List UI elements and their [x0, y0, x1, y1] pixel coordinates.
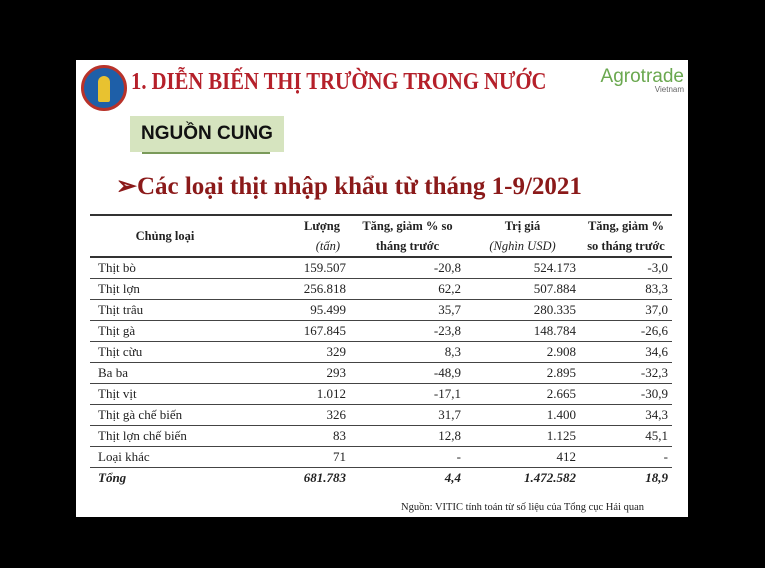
- table-cell: -17,1: [350, 383, 465, 405]
- table-cell: 1.400: [465, 404, 580, 426]
- table-cell: 280.335: [465, 299, 580, 321]
- table-cell: 71: [240, 446, 350, 468]
- table-cell: 256.818: [240, 278, 350, 300]
- table-cell: Thịt trâu: [90, 299, 240, 321]
- table-cell: 34,3: [580, 404, 672, 426]
- brand-name: Agrotrade: [600, 66, 684, 87]
- table-cell: 4,4: [444, 470, 461, 485]
- table-cell: -26,6: [580, 320, 672, 342]
- table-row: Thịt trâu 95.499 35,7 280.335 37,0: [90, 299, 672, 321]
- table-cell: 1.125: [465, 425, 580, 447]
- table-cell: 167.845: [240, 320, 350, 342]
- table-row: Ba ba 293 -48,9 2.895 -32,3: [90, 362, 672, 384]
- brand-sub: Vietnam: [654, 85, 684, 94]
- section-underline: [142, 152, 270, 154]
- table-cell: 95.499: [240, 299, 350, 321]
- meat-import-table: Chủng loại Lượng (tấn) Tăng, giảm % so thá…: [90, 214, 672, 488]
- table-cell: Loại khác: [90, 446, 240, 468]
- table-cell: 37,0: [580, 299, 672, 321]
- table-cell: Thịt bò: [90, 257, 240, 279]
- table-cell: Thịt cừu: [90, 341, 240, 363]
- table-row: Thịt bò 159.507 -20,8 524.173 -3,0: [90, 257, 672, 279]
- table-cell: 412: [465, 446, 580, 468]
- table-cell: 35,7: [350, 299, 465, 321]
- table-cell: 1.472.582: [524, 470, 576, 485]
- table-cell: -30,9: [580, 383, 672, 405]
- table-cell: 62,2: [350, 278, 465, 300]
- table-cell: 8,3: [350, 341, 465, 363]
- table-cell: 159.507: [240, 257, 350, 279]
- table-row: Thịt lợn 256.818 62,2 507.884 83,3: [90, 278, 672, 300]
- total-row: Tổng 681.783 4,4 1.472.582 18,9: [90, 468, 672, 489]
- table-cell: -3,0: [580, 257, 672, 279]
- col-type: Chủng loại: [135, 229, 195, 243]
- table-cell: -: [580, 446, 672, 468]
- table-row: Thịt gà 167.845 -23,8 148.784 -26,6: [90, 320, 672, 342]
- table-cell: 83,3: [580, 278, 672, 300]
- subtitle: ➢Các loại thịt nhập khẩu từ tháng 1-9/20…: [116, 173, 582, 200]
- table-cell: -32,3: [580, 362, 672, 384]
- table-cell: -23,8: [350, 320, 465, 342]
- table-cell: Thịt gà: [90, 320, 240, 342]
- col-value: Trị giá (Nghìn USD): [489, 219, 556, 253]
- slide: 1. DIỄN BIẾN THỊ TRƯỜNG TRONG NƯỚC Agrot…: [76, 60, 688, 517]
- source-note: Nguồn: VITIC tính toán từ số liệu của Tổ…: [401, 502, 644, 513]
- table-cell: 524.173: [465, 257, 580, 279]
- table-cell: -48,9: [350, 362, 465, 384]
- table-cell: 293: [240, 362, 350, 384]
- table-cell: 45,1: [580, 425, 672, 447]
- table-cell: Ba ba: [90, 362, 240, 384]
- table-cell: 83: [240, 425, 350, 447]
- table-cell: Thịt vịt: [90, 383, 240, 405]
- table-cell: 12,8: [350, 425, 465, 447]
- table-row: Thịt gà chế biến 326 31,7 1.400 34,3: [90, 404, 672, 426]
- table-cell: 18,9: [645, 470, 668, 485]
- slide-title: 1. DIỄN BIẾN THỊ TRƯỜNG TRONG NƯỚC: [131, 69, 547, 95]
- col-volume: Lượng (tấn): [304, 219, 340, 253]
- table-cell: Thịt lợn chế biến: [90, 425, 240, 447]
- col-value-change: Tăng, giảm % so tháng trước: [587, 219, 665, 253]
- table-cell: Thịt gà chế biến: [90, 404, 240, 426]
- col-volume-change: Tăng, giảm % so tháng trước: [362, 219, 453, 253]
- table-cell: 148.784: [465, 320, 580, 342]
- table-row: Loại khác 71-412-: [90, 446, 672, 468]
- table-cell: Tổng: [98, 470, 127, 485]
- table-row: Thịt vịt 1.012 -17,1 2.665 -30,9: [90, 383, 672, 405]
- table-cell: -: [350, 446, 465, 468]
- table-cell: 2.908: [465, 341, 580, 363]
- table-cell: 681.783: [303, 470, 346, 485]
- table-cell: 1.012: [240, 383, 350, 405]
- table-cell: 326: [240, 404, 350, 426]
- table-header: Chủng loại Lượng (tấn) Tăng, giảm % so thá…: [90, 215, 672, 257]
- ministry-logo-icon: [81, 65, 127, 111]
- agrotrade-logo: Agrotrade Vietnam: [601, 66, 684, 94]
- table-cell: 34,6: [580, 341, 672, 363]
- table-row: Thịt lợn chế biến 83 12,8 1.125 45,1: [90, 425, 672, 447]
- table-cell: Thịt lợn: [90, 278, 240, 300]
- table-cell: -20,8: [350, 257, 465, 279]
- table-cell: 2.895: [465, 362, 580, 384]
- section-label: NGUỒN CUNG: [130, 116, 284, 152]
- table-cell: 507.884: [465, 278, 580, 300]
- table-cell: 31,7: [350, 404, 465, 426]
- table-cell: 329: [240, 341, 350, 363]
- table-row: Thịt cừu 329 8,3 2.908 34,6: [90, 341, 672, 363]
- table-cell: 2.665: [465, 383, 580, 405]
